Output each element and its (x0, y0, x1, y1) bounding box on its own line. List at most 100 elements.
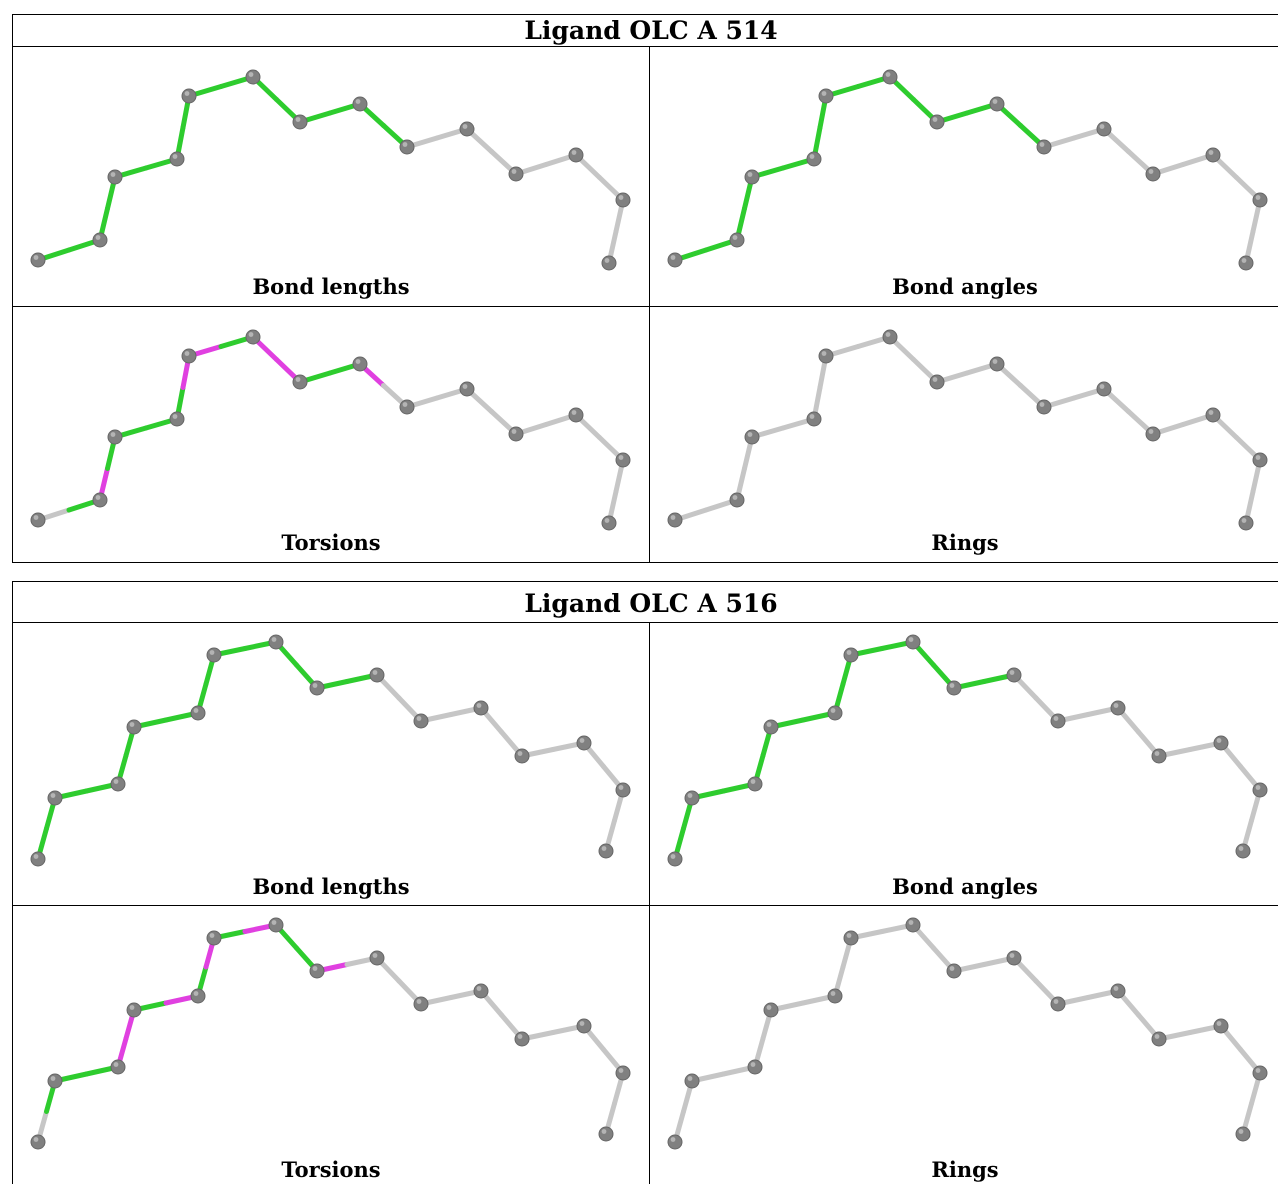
atom (818, 88, 834, 104)
atom-highlight (372, 670, 378, 675)
panel-caption: Bond angles (892, 874, 1038, 899)
atom (989, 96, 1005, 112)
atom (47, 1073, 63, 1089)
atom (729, 232, 745, 248)
atom (1252, 452, 1268, 468)
atom-highlight (193, 708, 199, 713)
atom-highlight (750, 1062, 756, 1067)
panel-bond-angles: Bond angles (650, 47, 1278, 306)
atom (1145, 166, 1161, 182)
atom-highlight (312, 966, 318, 971)
atom (309, 963, 325, 979)
atom-highlight (821, 91, 827, 96)
panel-caption: Bond lengths (252, 874, 410, 899)
atom-highlight (172, 154, 178, 159)
atom (1238, 515, 1254, 531)
atom (667, 512, 683, 528)
atom-highlight (846, 933, 852, 938)
atom (729, 492, 745, 508)
atom-highlight (209, 933, 215, 938)
atom-highlight (33, 1137, 39, 1142)
atom (369, 950, 385, 966)
atom-highlight (110, 172, 116, 177)
atom-highlight (687, 793, 693, 798)
atom (905, 917, 921, 933)
atom-highlight (248, 72, 254, 77)
atom (568, 407, 584, 423)
atom (1110, 983, 1126, 999)
atom-highlight (355, 359, 361, 364)
molecule-diagram (30, 634, 631, 867)
atom-highlight (821, 351, 827, 356)
atom (181, 88, 197, 104)
atom (92, 232, 108, 248)
atom (352, 96, 368, 112)
atom (399, 139, 415, 155)
atom-highlight (809, 154, 815, 159)
atom (110, 1059, 126, 1075)
atom (1006, 950, 1022, 966)
atom-highlight (571, 410, 577, 415)
atom-highlight (1053, 716, 1059, 721)
atom (110, 776, 126, 792)
atom (989, 356, 1005, 372)
atom (615, 782, 631, 798)
atom (929, 114, 945, 130)
atom (818, 348, 834, 364)
atom (369, 667, 385, 683)
atom-highlight (604, 258, 610, 263)
atom (1238, 255, 1254, 271)
atom-highlight (732, 235, 738, 240)
atom (245, 329, 261, 345)
atom-highlight (355, 99, 361, 104)
atom (268, 917, 284, 933)
atom (598, 843, 614, 859)
atom-highlight (1099, 124, 1105, 129)
atom-highlight (95, 495, 101, 500)
atom-highlight (1208, 410, 1214, 415)
atom-highlight (110, 432, 116, 437)
atom-highlight (747, 432, 753, 437)
atom (946, 680, 962, 696)
atom (763, 719, 779, 735)
atom-highlight (846, 650, 852, 655)
atom (292, 114, 308, 130)
atom (806, 411, 822, 427)
atom (399, 399, 415, 415)
atom (1050, 713, 1066, 729)
atom (1096, 121, 1112, 137)
panel-caption: Rings (931, 1157, 999, 1182)
atom-highlight (1113, 703, 1119, 708)
atom (1151, 748, 1167, 764)
atom (684, 790, 700, 806)
panel-caption: Torsions (281, 530, 381, 555)
atom-highlight (476, 986, 482, 991)
atom (1110, 700, 1126, 716)
atom (615, 192, 631, 208)
atom (268, 634, 284, 650)
atom-highlight (1208, 150, 1214, 155)
atom-highlight (193, 991, 199, 996)
atom-highlight (1148, 169, 1154, 174)
atom (30, 512, 46, 528)
atom (882, 69, 898, 85)
atom-highlight (1009, 953, 1015, 958)
atom (107, 429, 123, 445)
atom (576, 735, 592, 751)
atom (601, 515, 617, 531)
atom-highlight (687, 1076, 693, 1081)
atom-highlight (618, 195, 624, 200)
atom (1213, 735, 1229, 751)
molecule-diagram (667, 634, 1268, 867)
atom (744, 169, 760, 185)
atom (126, 1002, 142, 1018)
atom-highlight (571, 150, 577, 155)
atom-highlight (271, 637, 277, 642)
atom-highlight (248, 332, 254, 337)
atom-highlight (33, 515, 39, 520)
panel-rings: Rings (650, 307, 1278, 563)
atom-highlight (579, 1021, 585, 1026)
atom-highlight (932, 377, 938, 382)
atom-highlight (511, 429, 517, 434)
atom (667, 851, 683, 867)
